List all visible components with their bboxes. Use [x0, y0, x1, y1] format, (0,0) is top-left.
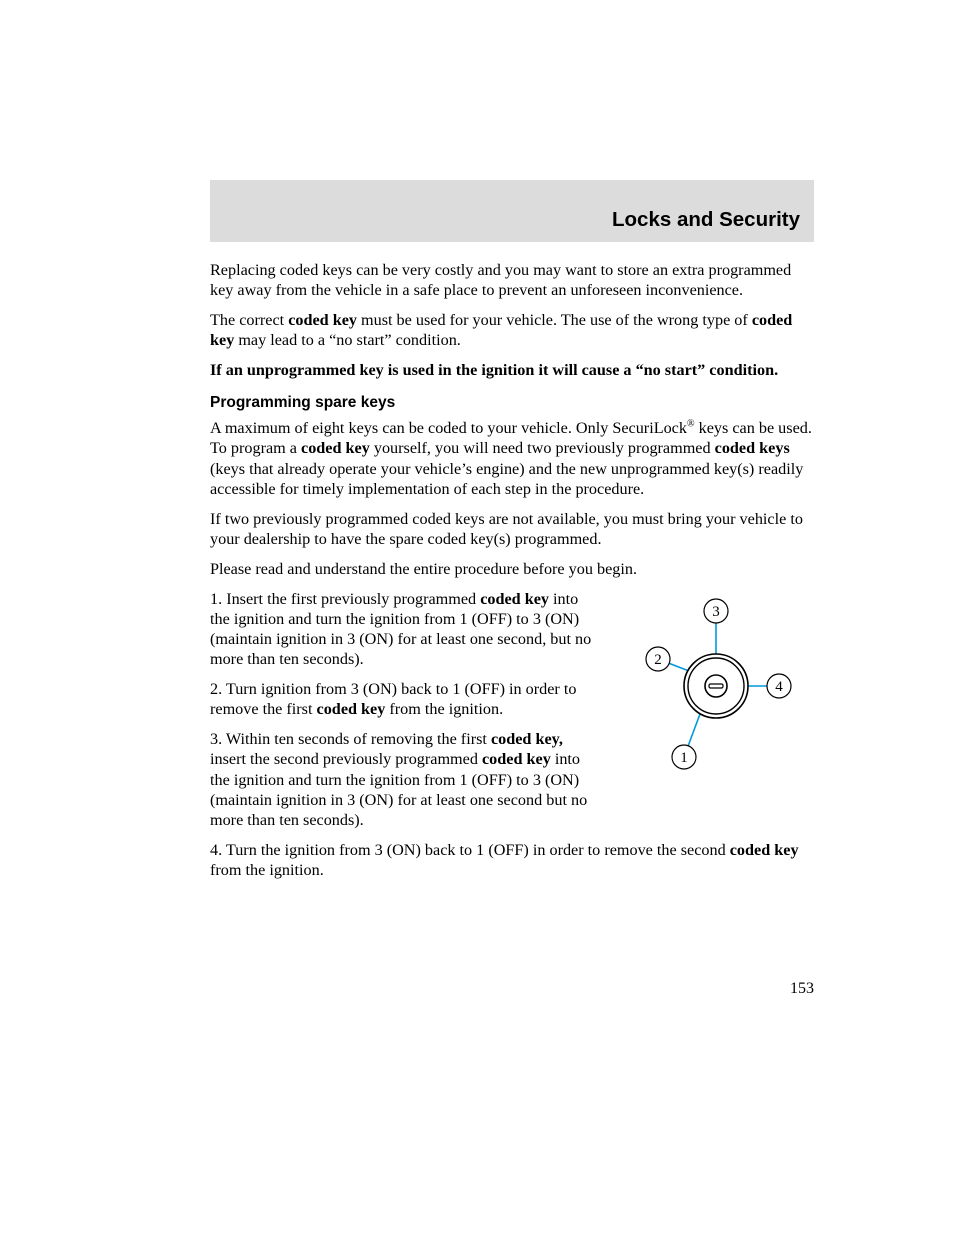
text: 3. Within ten seconds of removing the fi…	[210, 730, 491, 748]
section-title: Locks and Security	[612, 208, 800, 231]
text-bold: coded key	[317, 700, 386, 718]
text-bold: coded key,	[491, 730, 563, 748]
step-4: 4. Turn the ignition from 3 (ON) back to…	[210, 840, 814, 880]
text: from the ignition.	[210, 861, 324, 879]
section-header: Locks and Security	[210, 180, 814, 242]
para-maxkeys: A maximum of eight keys can be coded to …	[210, 418, 814, 498]
text: (keys that already operate your vehicle’…	[210, 460, 803, 498]
text-bold: coded key	[288, 311, 357, 329]
ignition-diagram: 1 2 3 4	[604, 589, 814, 789]
svg-text:3: 3	[712, 604, 720, 620]
para-correct-key: The correct coded key must be used for y…	[210, 310, 814, 350]
text: insert the second previously programmed	[210, 750, 482, 768]
text-bold: coded key	[730, 841, 799, 859]
text: yourself, you will need two previously p…	[370, 439, 715, 457]
para-please: Please read and understand the entire pr…	[210, 559, 814, 579]
text-bold: coded key	[301, 439, 370, 457]
text-bold: coded key	[480, 590, 549, 608]
subheading: Programming spare keys	[210, 394, 814, 412]
text: 1. Insert the first previously programme…	[210, 590, 480, 608]
para-twokeys: If two previously programmed coded keys …	[210, 509, 814, 549]
text: A maximum of eight keys can be coded to …	[210, 419, 687, 437]
svg-text:1: 1	[680, 750, 688, 766]
text-bold: coded key	[482, 750, 551, 768]
steps-with-diagram: 1 2 3 4 1. Insert the first previously prog…	[210, 589, 814, 840]
text: The correct	[210, 311, 288, 329]
text-bold: coded keys	[715, 439, 790, 457]
text: from the ignition.	[385, 700, 503, 718]
svg-text:2: 2	[654, 652, 662, 668]
page-number: 153	[210, 980, 814, 998]
text: must be used for your vehicle. The use o…	[357, 311, 752, 329]
text: 4. Turn the ignition from 3 (ON) back to…	[210, 841, 730, 859]
trademark-icon: ®	[687, 419, 695, 430]
para-intro: Replacing coded keys can be very costly …	[210, 260, 814, 300]
para-warning: If an unprogrammed key is used in the ig…	[210, 360, 814, 380]
svg-text:4: 4	[775, 679, 783, 695]
text: may lead to a “no start” condition.	[234, 331, 461, 349]
